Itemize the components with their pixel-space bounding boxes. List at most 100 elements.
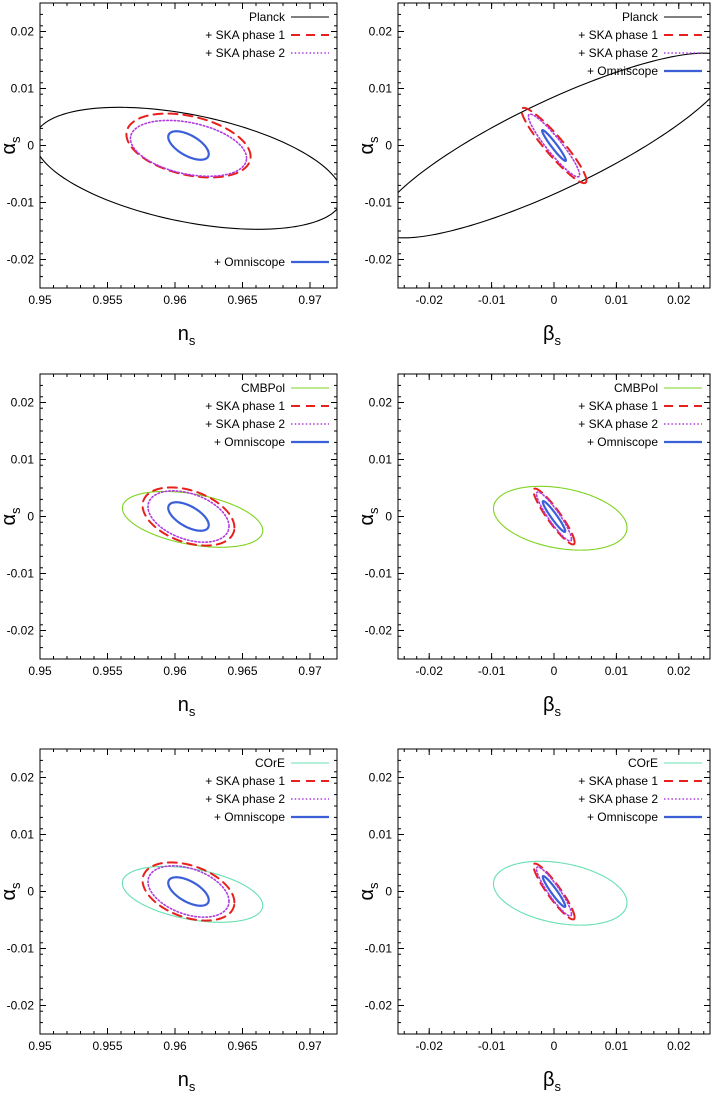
cmbpol-contour xyxy=(121,490,264,548)
legend-label: + SKA phase 1 xyxy=(205,399,285,413)
x-axis-label: βs xyxy=(543,694,562,719)
x-tick-label: 0 xyxy=(551,293,558,307)
y-tick-label: -0.02 xyxy=(7,999,35,1013)
panel-2: -0.02 -0.01 0 0.01 0.02 -0.02 -0.01 0 0.01 0.02 βs… xyxy=(356,2,711,348)
legend-label: CMBPol xyxy=(241,381,285,395)
x-tick-label: 0.95 xyxy=(28,293,52,307)
contours xyxy=(121,486,264,548)
planck-contour xyxy=(40,106,337,230)
x-tick-label: 0.01 xyxy=(605,293,629,307)
legend-label: + Omniscope xyxy=(587,64,658,78)
x-tick-label: 0 xyxy=(551,664,558,678)
y-tick-label: 0.02 xyxy=(11,396,35,410)
x-tick-label: 0.965 xyxy=(227,293,257,307)
y-axis-label: αs xyxy=(0,507,23,526)
legend-label: + Omniscope xyxy=(214,435,285,449)
x-tick-label: 0.965 xyxy=(227,664,257,678)
panel-5: 0.95 0.955 0.96 0.965 0.97 -0.02 -0.01 0 0.01 0.0… xyxy=(0,748,338,1094)
legend-label: + SKA phase 2 xyxy=(578,792,658,806)
y-axis-label: αs xyxy=(0,136,23,155)
y-tick-label: 0.02 xyxy=(369,25,393,39)
legend-label: + SKA phase 2 xyxy=(205,46,285,60)
x-axis-label: βs xyxy=(543,323,562,348)
x-tick-label: 0.02 xyxy=(667,293,691,307)
y-tick-label: 0.01 xyxy=(369,82,393,96)
y-tick-label: 0 xyxy=(27,510,34,524)
x-tick-label: -0.01 xyxy=(478,293,506,307)
x-tick-label: 0.96 xyxy=(163,1039,187,1053)
x-axis-label: ns xyxy=(178,323,196,348)
x-tick-label: -0.02 xyxy=(416,293,444,307)
ska-phase-2-contour xyxy=(129,119,248,178)
y-tick-label: 0.02 xyxy=(369,771,393,785)
ska-phase-1-contour xyxy=(520,106,588,185)
plot-frame xyxy=(39,373,338,660)
planck-contour xyxy=(398,52,710,239)
ska-phase-1-contour xyxy=(125,112,252,179)
legend-label: COrE xyxy=(628,756,658,770)
legend-label: COrE xyxy=(255,756,285,770)
x-tick-label: 0.02 xyxy=(667,664,691,678)
x-tick-label: 0.95 xyxy=(28,664,52,678)
plot-frame xyxy=(39,2,338,289)
legend-label: + SKA phase 1 xyxy=(578,774,658,788)
legend-label: Planck xyxy=(249,10,286,24)
y-tick-label: 0.02 xyxy=(369,396,393,410)
y-tick-label: 0.01 xyxy=(11,82,35,96)
contours xyxy=(492,860,628,926)
x-tick-label: 0.01 xyxy=(605,664,629,678)
y-tick-label: 0.01 xyxy=(11,453,35,467)
x-tick-label: 0.955 xyxy=(92,664,122,678)
ska-phase-2-contour xyxy=(147,490,230,543)
legend-label: CMBPol xyxy=(614,381,658,395)
plot-frame xyxy=(397,748,711,1035)
panel-6: -0.02 -0.01 0 0.01 0.02 -0.02 -0.01 0 0.01 0.02 βs… xyxy=(356,748,711,1094)
plot-frame xyxy=(39,748,338,1035)
legend-label: + SKA phase 1 xyxy=(578,399,658,413)
legend-label: + SKA phase 1 xyxy=(578,28,658,42)
omniscope-contour xyxy=(541,129,567,162)
legend-label: + SKA phase 2 xyxy=(578,417,658,431)
ska-phase-1-contour xyxy=(532,862,576,921)
legend-label: + SKA phase 2 xyxy=(578,46,658,60)
legend-label: Planck xyxy=(622,10,659,24)
y-tick-label: -0.01 xyxy=(7,196,35,210)
legend-label: + Omniscope xyxy=(587,435,658,449)
panel-3: 0.95 0.955 0.96 0.965 0.97 -0.02 -0.01 0 0.01 0.0… xyxy=(0,373,338,719)
x-tick-label: -0.01 xyxy=(478,664,506,678)
x-tick-label: -0.02 xyxy=(416,1039,444,1053)
x-tick-label: 0.97 xyxy=(298,664,322,678)
contours xyxy=(40,106,337,230)
y-tick-label: -0.02 xyxy=(365,253,393,267)
x-tick-label: -0.02 xyxy=(416,664,444,678)
y-tick-label: -0.02 xyxy=(7,624,35,638)
x-axis-label: βs xyxy=(543,1069,562,1094)
x-tick-label: 0.01 xyxy=(605,1039,629,1053)
ska-phase-2-contour xyxy=(527,113,581,178)
y-tick-label: -0.02 xyxy=(365,999,393,1013)
x-axis-label: ns xyxy=(178,1069,196,1094)
y-tick-label: -0.01 xyxy=(365,942,393,956)
y-tick-label: 0.01 xyxy=(11,828,35,842)
y-tick-label: 0.02 xyxy=(11,771,35,785)
omniscope-contour xyxy=(167,876,210,907)
ska-phase-1-contour xyxy=(141,486,236,547)
x-tick-label: 0.02 xyxy=(667,1039,691,1053)
y-axis-label: αs xyxy=(356,136,381,155)
y-tick-label: 0.01 xyxy=(369,453,393,467)
y-tick-label: 0 xyxy=(385,510,392,524)
x-tick-label: -0.01 xyxy=(478,1039,506,1053)
x-tick-label: 0.965 xyxy=(227,1039,257,1053)
x-tick-label: 0 xyxy=(551,1039,558,1053)
x-tick-label: 0.97 xyxy=(298,1039,322,1053)
contours xyxy=(121,861,264,923)
x-tick-label: 0.955 xyxy=(92,293,122,307)
legend-label: + Omniscope xyxy=(587,810,658,824)
core-contour xyxy=(492,860,628,926)
x-tick-label: 0.96 xyxy=(163,293,187,307)
omniscope-contour xyxy=(541,500,567,533)
y-tick-label: 0.01 xyxy=(369,828,393,842)
y-tick-label: 0 xyxy=(385,139,392,153)
y-axis-label: αs xyxy=(0,882,23,901)
